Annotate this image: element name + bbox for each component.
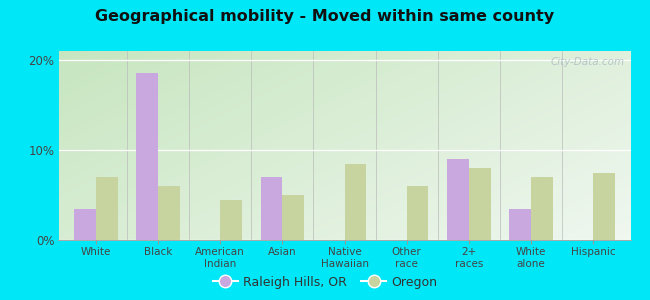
Bar xyxy=(509,208,531,240)
Legend: Raleigh Hills, OR, Oregon: Raleigh Hills, OR, Oregon xyxy=(207,271,443,294)
Text: City-Data.com: City-Data.com xyxy=(551,57,625,67)
Bar xyxy=(136,74,158,240)
Bar xyxy=(261,177,282,240)
Text: Geographical mobility - Moved within same county: Geographical mobility - Moved within sam… xyxy=(96,9,554,24)
Bar xyxy=(96,177,118,240)
Bar xyxy=(344,164,366,240)
Bar xyxy=(407,186,428,240)
Bar xyxy=(447,159,469,240)
Bar xyxy=(531,177,552,240)
Bar xyxy=(593,172,615,240)
Bar xyxy=(158,186,180,240)
Bar xyxy=(74,208,96,240)
Bar xyxy=(469,168,491,240)
Bar xyxy=(220,200,242,240)
Bar xyxy=(282,195,304,240)
